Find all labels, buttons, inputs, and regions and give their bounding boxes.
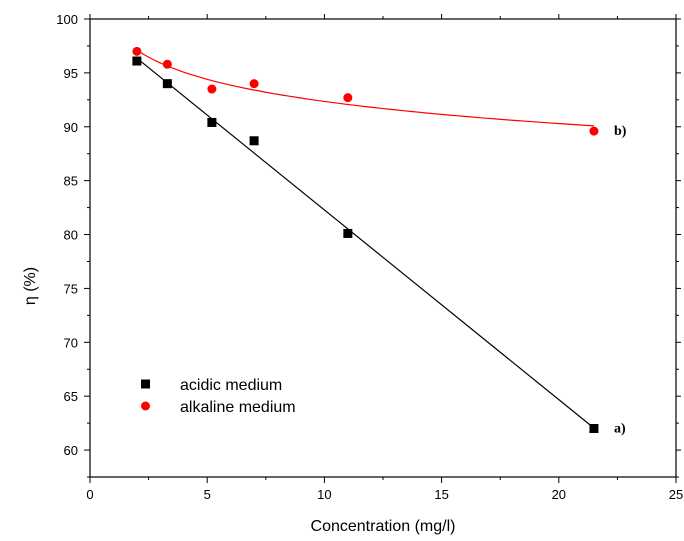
data-point-alkaline <box>207 84 217 94</box>
y-tick-label: 60 <box>64 443 78 458</box>
data-point-acidic <box>343 228 353 238</box>
data-point-alkaline <box>249 79 259 89</box>
plot-frame <box>89 18 677 478</box>
data-point-acidic <box>162 79 172 89</box>
x-tick-label: 5 <box>204 487 211 502</box>
data-point-alkaline <box>132 46 142 56</box>
y-tick-label: 65 <box>64 389 78 404</box>
fit-line-alkaline <box>136 49 595 127</box>
data-point-alkaline <box>589 126 599 136</box>
y-tick-label: 70 <box>64 335 78 350</box>
x-tick-label: 15 <box>434 487 448 502</box>
y-axis-title: η (%) <box>22 267 39 305</box>
y-tick-label: 100 <box>56 12 78 27</box>
data-point-acidic <box>207 117 217 127</box>
x-tick-label: 0 <box>86 487 93 502</box>
x-tick-label: 10 <box>317 487 331 502</box>
data-point-alkaline <box>343 93 353 103</box>
y-tick-label: 80 <box>64 228 78 243</box>
legend-label-acidic: acidic medium <box>180 377 282 394</box>
y-tick-label: 75 <box>64 281 78 296</box>
legend-marker-acidic <box>141 379 150 389</box>
curve-label-b: b) <box>614 124 627 139</box>
plot-border <box>89 18 677 478</box>
fit-line-acidic <box>136 57 595 429</box>
legend-marker-alkaline <box>141 401 150 411</box>
fit-lines <box>136 49 595 429</box>
data-point-alkaline <box>162 59 172 69</box>
y-tick-label: 85 <box>64 174 78 189</box>
data-point-acidic <box>249 136 259 146</box>
y-tick-label: 90 <box>64 120 78 135</box>
y-tick-label: 95 <box>64 66 78 81</box>
x-axis-title: Concentration (mg/l) <box>311 518 456 535</box>
curve-labels: a) b) <box>614 124 627 436</box>
legend: acidic medium alkaline medium <box>141 377 296 416</box>
data-point-acidic <box>132 56 142 66</box>
x-tick-label: 25 <box>669 487 683 502</box>
curve-label-a: a) <box>614 422 626 437</box>
data-point-acidic <box>589 424 599 434</box>
x-tick-label: 20 <box>552 487 566 502</box>
data-points <box>132 46 599 434</box>
axis-ticks: 0 5 10 15 20 25 60 65 70 75 80 85 90 95 100 <box>56 12 683 502</box>
legend-label-alkaline: alkaline medium <box>180 399 296 416</box>
